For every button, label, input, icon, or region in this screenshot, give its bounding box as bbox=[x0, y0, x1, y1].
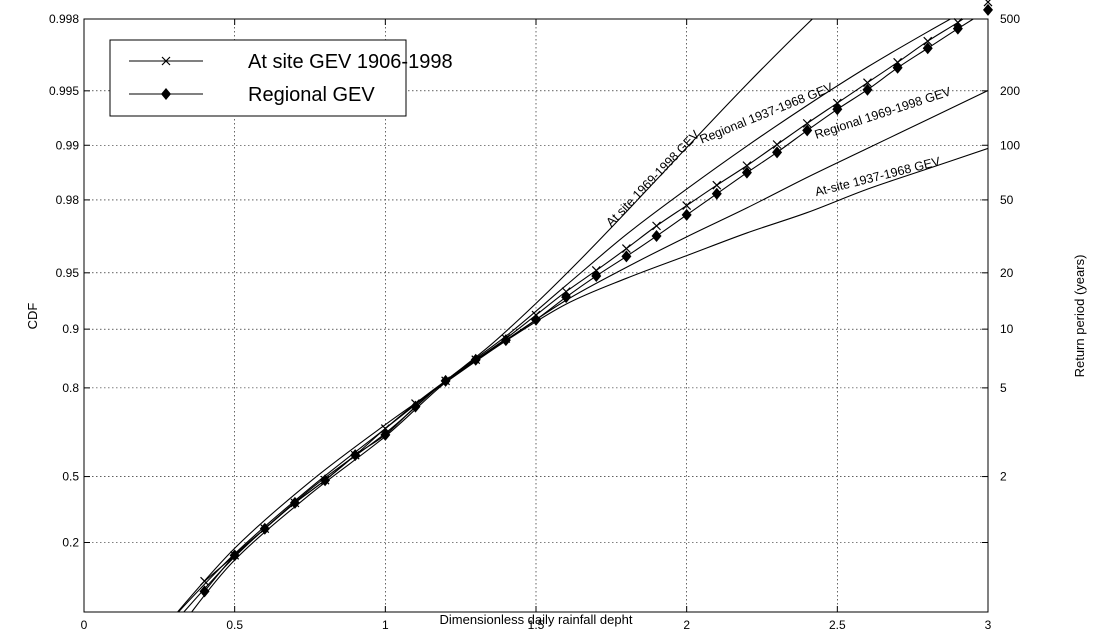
diamond-marker bbox=[199, 585, 210, 598]
series-line-4 bbox=[190, 89, 988, 612]
legend-label-at-site: At site GEV 1906-1998 bbox=[248, 51, 453, 73]
x-tick-label: 0.5 bbox=[226, 618, 243, 632]
x-tick-label: 1 bbox=[382, 618, 389, 632]
legend-x-marker bbox=[161, 56, 171, 66]
x-marker bbox=[652, 221, 661, 231]
diamond-marker bbox=[651, 230, 662, 243]
diamond-marker bbox=[259, 522, 270, 535]
x-marker bbox=[772, 140, 782, 149]
diamond-marker bbox=[531, 313, 541, 326]
y2-axis-label: Return period (years) bbox=[1072, 255, 1087, 378]
x-tick-label: 2.5 bbox=[829, 618, 846, 632]
y2-tick-label: 200 bbox=[1000, 84, 1020, 98]
x-marker bbox=[802, 118, 812, 128]
diamond-marker bbox=[621, 250, 632, 263]
y-tick-label: 0.998 bbox=[49, 12, 79, 26]
y2-tick-label: 50 bbox=[1000, 193, 1014, 207]
diamond-marker bbox=[952, 22, 963, 35]
diamond-marker bbox=[862, 83, 873, 96]
legend: At site GEV 1906-1998 Regional GEV bbox=[109, 39, 453, 117]
diamond-marker bbox=[410, 400, 421, 413]
y2-tick-label: 100 bbox=[1000, 138, 1020, 152]
x-marker bbox=[712, 180, 722, 190]
diamond-marker bbox=[681, 208, 692, 221]
x-marker bbox=[742, 161, 752, 171]
y2-tick-label: 500 bbox=[1000, 12, 1020, 26]
diamond-marker bbox=[229, 549, 240, 562]
diamond-marker bbox=[350, 449, 361, 462]
y-tick-label: 0.8 bbox=[62, 381, 79, 395]
x-tick-label: 1.5 bbox=[528, 618, 545, 632]
diamond-marker bbox=[591, 269, 602, 282]
x-marker bbox=[863, 78, 872, 88]
x-marker bbox=[832, 98, 842, 108]
diamond-marker bbox=[832, 103, 843, 116]
diamond-marker bbox=[561, 291, 572, 304]
x-tick-label: 2 bbox=[683, 618, 690, 632]
diamond-marker bbox=[983, 3, 993, 16]
diamond-marker bbox=[711, 187, 722, 200]
diamond-marker bbox=[289, 496, 300, 509]
legend-box bbox=[109, 39, 407, 117]
y2-tick-label: 5 bbox=[1000, 381, 1007, 395]
diamond-marker bbox=[892, 61, 903, 74]
series-markers bbox=[199, 0, 993, 598]
x-tick-label: 3 bbox=[985, 618, 992, 632]
x-axis-label: Dimensionless daily rainfall depht bbox=[440, 612, 633, 627]
x-marker bbox=[953, 17, 963, 27]
y-axis-label: CDF bbox=[25, 303, 40, 330]
diamond-marker bbox=[741, 166, 752, 179]
curve-annotation: At-site 1937-1968 GEV bbox=[814, 154, 943, 199]
diamond-marker bbox=[320, 474, 331, 487]
x-marker bbox=[983, 0, 993, 7]
axis-ticks: 0 0.5 1 1.5 2 2.5 3 0.2 0.5 0.8 0.9 0.95 0.98 0.99 0.9… bbox=[49, 12, 1020, 632]
y-tick-label: 0.995 bbox=[49, 84, 79, 98]
series-line-3 bbox=[183, 19, 952, 612]
series-line-5 bbox=[176, 147, 988, 612]
y-tick-label: 0.98 bbox=[56, 193, 80, 207]
legend-diamond-marker bbox=[161, 88, 171, 100]
diamond-marker bbox=[380, 428, 391, 441]
diamond-marker bbox=[922, 42, 933, 55]
diamond-marker bbox=[440, 374, 451, 387]
y2-tick-label: 10 bbox=[1000, 322, 1014, 336]
x-marker bbox=[682, 201, 692, 210]
x-marker bbox=[200, 576, 209, 586]
diamond-marker bbox=[470, 353, 481, 366]
x-marker bbox=[923, 36, 933, 46]
legend-label-regional: Regional GEV bbox=[248, 84, 375, 106]
diamond-marker bbox=[772, 146, 783, 159]
y-tick-label: 0.2 bbox=[62, 535, 79, 549]
y2-tick-label: 20 bbox=[1000, 266, 1014, 280]
y-tick-label: 0.9 bbox=[62, 322, 79, 336]
x-tick-label: 0 bbox=[81, 618, 88, 632]
diamond-marker bbox=[802, 124, 813, 137]
y2-tick-label: 2 bbox=[1000, 470, 1007, 484]
diamond-marker bbox=[500, 334, 511, 347]
x-marker bbox=[621, 244, 631, 253]
y-tick-label: 0.5 bbox=[62, 470, 79, 484]
y-tick-label: 0.95 bbox=[56, 266, 80, 280]
x-marker bbox=[380, 424, 390, 433]
y-tick-label: 0.99 bbox=[56, 138, 80, 152]
